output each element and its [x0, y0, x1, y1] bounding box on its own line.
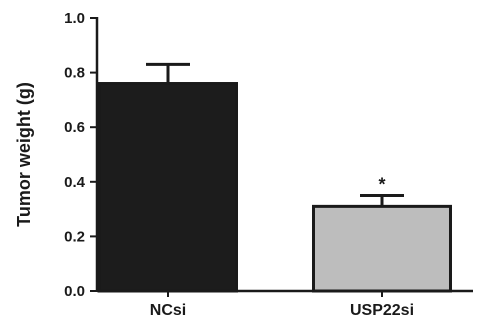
y-axis-ticks: 0.0 0.2 0.4 0.6 0.8 1.0 [64, 10, 97, 300]
bar-ncsi [98, 82, 238, 293]
x-category-label: USP22si [350, 302, 414, 319]
bar-usp22si [312, 204, 452, 293]
x-axis-labels: NCsi USP22si [150, 291, 414, 319]
y-tick-label: 1.0 [64, 10, 85, 27]
y-tick-label: 0.4 [64, 174, 86, 191]
y-tick-label: 0.8 [64, 65, 85, 82]
significance-asterisk: * [378, 174, 385, 194]
bars [98, 62, 452, 293]
y-tick-label: 0.0 [64, 283, 85, 300]
axes [95, 17, 473, 293]
y-tick-label: 0.2 [64, 228, 85, 245]
y-axis-title: Tumor weight (g) [14, 82, 34, 227]
x-category-label: NCsi [150, 302, 186, 319]
y-tick-label: 0.6 [64, 119, 85, 136]
annotations: * [378, 174, 385, 194]
